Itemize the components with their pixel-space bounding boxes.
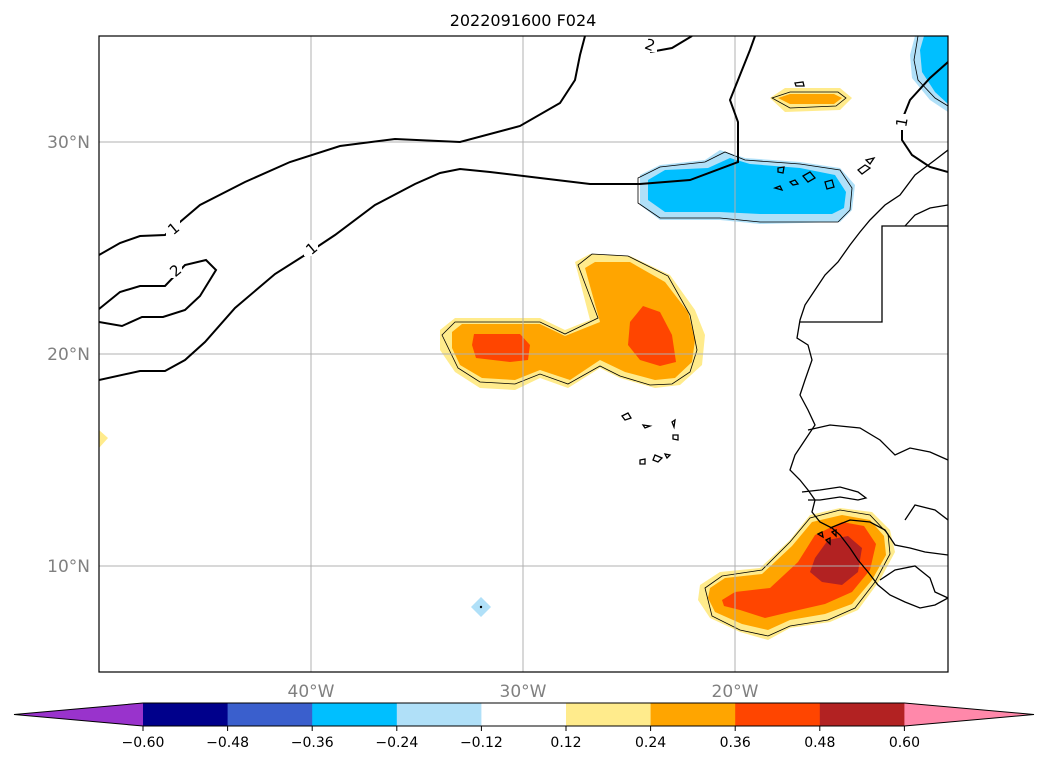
- colorbar: −0.60 −0.48 −0.36 −0.24 −0.12 0.12 0.24 0.36 0.4…: [13, 702, 1035, 751]
- longitude-labels: 40°W 30°W 20°W: [288, 682, 759, 702]
- colorbar-extend-max: [904, 703, 1034, 726]
- map-panel: 2 1 1 2 1: [98, 35, 949, 673]
- contour-1-upper: [99, 36, 586, 256]
- lat-label-30n: 30°N: [47, 133, 90, 153]
- outline-north: [771, 91, 847, 109]
- bissagos-islands: [816, 528, 837, 546]
- outline-canaries: [637, 151, 853, 223]
- colorbar-tick-label: 0.24: [635, 735, 666, 751]
- coast-morocco: [904, 204, 948, 227]
- lat-label-10n: 10°N: [47, 557, 90, 577]
- colorbar-tick-label: 0.60: [889, 735, 920, 751]
- colorbar-segment: [312, 703, 398, 726]
- gridlines: [99, 36, 948, 672]
- positive-anomaly-central-red-left: [472, 334, 530, 362]
- border-mauritania: [807, 424, 948, 461]
- contour-1-lower: [99, 36, 756, 381]
- cape-verde-islands: [621, 412, 679, 465]
- threshold-outlines: [441, 36, 948, 637]
- outline-central: [441, 253, 698, 386]
- colorbar-segment: [396, 703, 482, 726]
- outline-southeast: [704, 509, 891, 637]
- coast-africa: [789, 149, 948, 609]
- contour-2-closed: [99, 258, 218, 328]
- map-frame: [98, 35, 949, 673]
- colorbar-segment: [481, 703, 567, 726]
- colorbar-segment: [227, 703, 313, 726]
- positive-anomaly-central-red-right: [628, 306, 676, 366]
- colorbar-segment: [650, 703, 736, 726]
- positive-anomaly-west-edge: [99, 430, 108, 448]
- border-mali: [904, 504, 948, 521]
- contour-label-group: 2 1 1 2 1: [164, 36, 912, 281]
- colorbar-tick-label: −0.48: [206, 735, 249, 751]
- border-guinea: [829, 519, 948, 556]
- colorbar-tick-label: 0.36: [720, 735, 751, 751]
- contour-label-1-northeast: 1: [892, 116, 911, 129]
- contour-label-bg-1: [643, 36, 657, 52]
- lat-label-20n: 20°N: [47, 345, 90, 365]
- canary-islands: [772, 156, 876, 192]
- coastlines: [479, 81, 948, 609]
- colorbar-tick-label: 0.12: [550, 735, 581, 751]
- shaded-anomalies: [99, 36, 948, 640]
- positive-anomaly-southeast-darkred: [810, 536, 862, 585]
- contour-label-bg-5: [894, 114, 908, 130]
- lon-label-20w: 20°W: [712, 682, 759, 702]
- contour-label-bg-2: [166, 220, 180, 236]
- colorbar-tick-label: −0.24: [375, 735, 418, 751]
- colorbar-segment: [143, 703, 229, 726]
- map-title: 2022091600 F024: [450, 11, 597, 30]
- colorbar-tick-label: −0.36: [291, 735, 334, 751]
- colorbar-tick-label: −0.60: [122, 735, 165, 751]
- colorbar-segment: [735, 703, 821, 726]
- negative-anomaly-northeast-blue: [920, 36, 948, 104]
- contour-label-bg-3: [304, 240, 318, 256]
- border-senegal: [801, 486, 868, 501]
- colorbar-tick-label: −0.12: [460, 735, 503, 751]
- lon-label-40w: 40°W: [288, 682, 335, 702]
- border-sierra-leone: [879, 565, 948, 599]
- colorbar-tick-label: 0.48: [804, 735, 835, 751]
- colorbar-segment: [566, 703, 652, 726]
- lon-label-30w: 30°W: [500, 682, 547, 702]
- border-western-sahara: [800, 225, 948, 323]
- madeira-islands: [794, 81, 805, 87]
- colorbar-extend-min: [14, 703, 143, 726]
- latitude-labels: 30°N 20°N 10°N: [47, 133, 90, 577]
- positive-anomaly-north-orange: [778, 94, 842, 104]
- colorbar-segment: [819, 703, 905, 726]
- outline-northeast: [913, 36, 948, 107]
- small-island: [479, 605, 483, 609]
- contour-label-bg-4: [168, 262, 182, 278]
- negative-anomaly-canaries-blue: [648, 158, 846, 214]
- contour-2-top: [649, 36, 693, 53]
